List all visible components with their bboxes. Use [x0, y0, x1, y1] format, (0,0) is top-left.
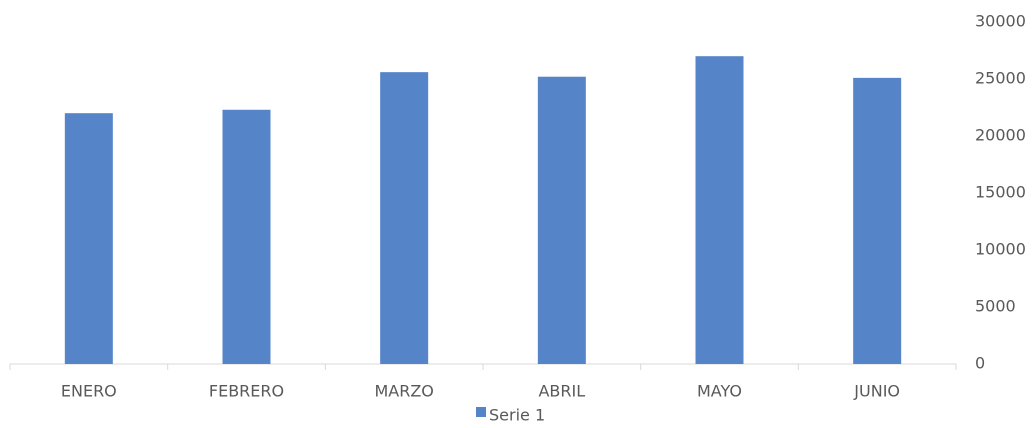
bar — [222, 109, 271, 364]
y-tick-label: 10000 — [975, 240, 1026, 259]
bar — [853, 77, 902, 365]
y-tick-label: 15000 — [975, 183, 1026, 202]
x-tick-label: FEBRERO — [209, 382, 284, 401]
y-tick-label: 0 — [975, 354, 985, 373]
x-tick-label: MAYO — [697, 382, 742, 401]
bar — [380, 72, 429, 364]
legend-label: Serie 1 — [489, 406, 545, 425]
bar — [695, 56, 744, 364]
bar — [64, 113, 113, 364]
y-tick-label: 5000 — [975, 297, 1016, 316]
x-tick-label: MARZO — [374, 382, 433, 401]
y-tick-label: 20000 — [975, 126, 1026, 145]
x-tick-label: ENERO — [61, 382, 117, 401]
x-tick-label: JUNIO — [853, 382, 900, 401]
x-tick-label: ABRIL — [538, 382, 585, 401]
y-tick-label: 25000 — [975, 69, 1026, 88]
y-tick-label: 30000 — [975, 12, 1026, 31]
bar — [537, 76, 586, 364]
legend-swatch — [476, 407, 486, 417]
